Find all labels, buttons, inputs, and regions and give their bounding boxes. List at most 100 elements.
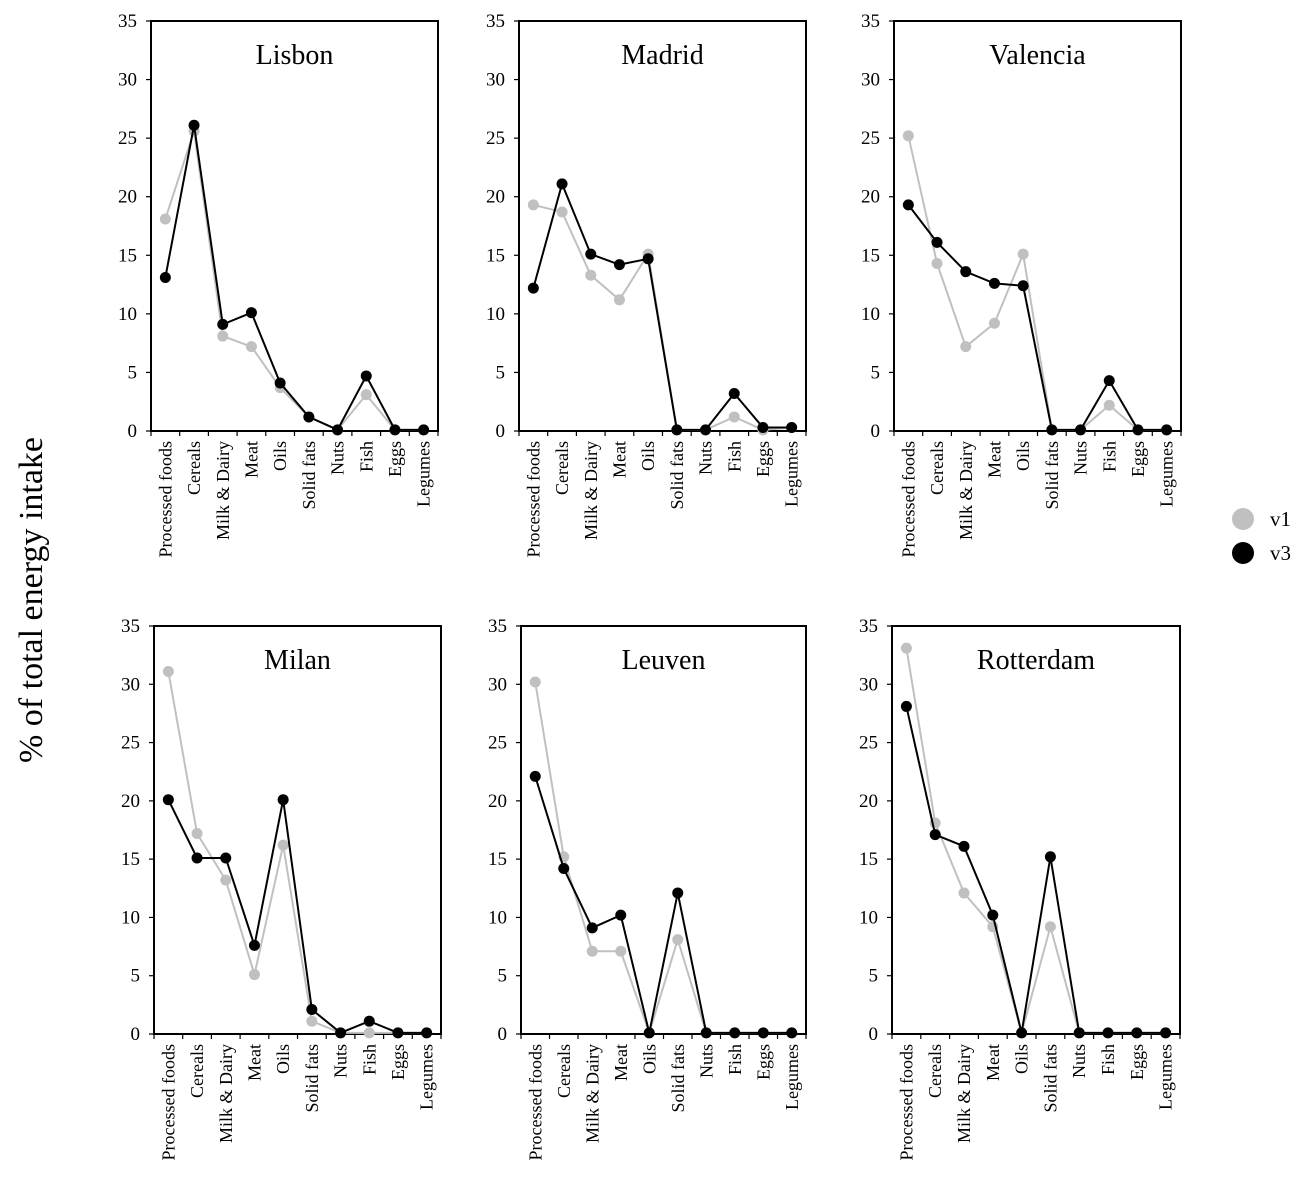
x-tick-label-solid-fats: Solid fats (1040, 1044, 1060, 1113)
point-v1-fish (1103, 399, 1115, 411)
point-v3-solid-fats (1046, 424, 1058, 436)
x-tick-label-nuts: Nuts (1071, 441, 1091, 475)
y-tick-label: 35 (488, 616, 507, 637)
point-v3-cereals (931, 236, 943, 248)
legend-label-v1: v1 (1270, 507, 1291, 531)
point-v3-oils (1016, 1027, 1028, 1039)
point-v1-cereals (191, 827, 203, 839)
series-line-v1 (534, 681, 792, 1037)
y-tick-label: 5 (871, 362, 881, 383)
y-tick-label: 10 (121, 907, 140, 928)
panels-group: 0 5 10 15 20 25 30 35 Processed foods Cereals Milk… (118, 11, 1182, 1160)
x-tick-label-meat: Meat (609, 441, 629, 478)
x-tick-label-processed-foods: Processed foods (523, 441, 543, 557)
y-axis-label: % of total energy intake (13, 437, 50, 763)
point-v3-fish (360, 370, 372, 382)
point-v3-legumes (418, 424, 430, 436)
x-tick-label-cereals: Cereals (187, 1044, 207, 1098)
point-v3-eggs (757, 421, 769, 433)
series-line-v1 (164, 130, 424, 432)
point-v1-meat (613, 294, 625, 306)
plot-frame (518, 20, 807, 432)
x-tick-label-solid-fats: Solid fats (668, 1044, 688, 1113)
x-tick-label-solid-fats: Solid fats (299, 441, 319, 510)
point-v3-cereals (188, 119, 200, 131)
x-tick-label-nuts: Nuts (696, 441, 716, 475)
x-tick-label-meat: Meat (983, 1044, 1003, 1081)
point-v3-processed-foods (159, 272, 171, 284)
panel-rotterdam: 0 5 10 15 20 25 30 35 Processed foods Cereals Milk… (859, 616, 1181, 1160)
plot-frame (520, 625, 807, 1035)
point-v3-processed-foods (900, 700, 912, 712)
point-v3-fish (1103, 375, 1115, 387)
point-v1-processed-foods (529, 676, 541, 688)
series-v1 (527, 199, 798, 436)
x-tick-label-cereals: Cereals (554, 1044, 574, 1098)
point-v3-fish (363, 1015, 375, 1027)
x-tick-label-oils: Oils (1012, 1044, 1032, 1074)
x-tick-label-processed-foods: Processed foods (525, 1044, 545, 1160)
panel-valencia: 0 5 10 15 20 25 30 35 Processed foods Cereals Milk… (861, 11, 1182, 557)
y-tick-label: 5 (128, 362, 138, 383)
x-tick-label-oils: Oils (273, 1044, 293, 1074)
point-v1-meat (988, 317, 1000, 329)
series-line-v1 (167, 671, 427, 1034)
y-tick-label: 35 (859, 616, 878, 637)
point-v1-fish (360, 389, 372, 401)
y-tick-label: 0 (496, 421, 506, 442)
x-tick-label-milk-and-dairy: Milk & Dairy (216, 1044, 236, 1143)
x-tick-label-oils: Oils (638, 441, 658, 471)
point-v3-legumes (786, 1027, 798, 1039)
x-tick-label-nuts: Nuts (328, 441, 348, 475)
plot-frame (893, 20, 1182, 432)
point-v1-milk-and-dairy (220, 874, 232, 886)
x-tick-label-processed-foods: Processed foods (898, 441, 918, 557)
y-tick-label: 5 (498, 966, 508, 987)
x-tick-label-eggs: Eggs (388, 1044, 408, 1080)
panel-lisbon: 0 5 10 15 20 25 30 35 Processed foods Cereals Milk… (118, 11, 439, 557)
y-tick-label: 30 (118, 70, 137, 91)
y-tick-label: 30 (859, 674, 878, 695)
y-tick-label: 10 (486, 304, 505, 325)
panel-milan: 0 5 10 15 20 25 30 35 Processed foods Cereals Milk… (121, 616, 442, 1160)
y-tick-label: 15 (486, 245, 505, 266)
point-v3-processed-foods (902, 199, 914, 211)
panel-title: Milan (264, 645, 331, 676)
y-tick-label: 30 (488, 674, 507, 695)
point-v3-nuts (332, 424, 344, 436)
y-tick-label: 15 (118, 245, 137, 266)
y-tick-label: 25 (861, 128, 880, 149)
point-v3-solid-fats (303, 411, 315, 423)
series-v1 (162, 665, 433, 1039)
x-tick-label-meat: Meat (241, 441, 261, 478)
panel-title: Rotterdam (977, 645, 1095, 676)
x-tick-label-cereals: Cereals (927, 441, 947, 495)
series-v3 (902, 199, 1173, 436)
x-tick-label-fish: Fish (1099, 441, 1119, 472)
point-v3-cereals (558, 862, 570, 874)
series-line-v3 (907, 204, 1167, 431)
x-tick-label-cereals: Cereals (925, 1044, 945, 1098)
point-v1-milk-and-dairy (217, 330, 229, 342)
point-v3-nuts (700, 1027, 712, 1039)
y-tick-label: 0 (869, 1024, 879, 1045)
x-tick-label-legumes: Legumes (414, 441, 434, 507)
series-line-v3 (532, 180, 792, 431)
y-tick-label: 10 (861, 304, 880, 325)
y-tick-label: 25 (488, 733, 507, 754)
x-tick-label-cereals: Cereals (184, 441, 204, 495)
point-v3-meat (987, 909, 999, 921)
point-v3-solid-fats (672, 887, 684, 899)
point-v1-meat (248, 969, 260, 981)
x-tick-label-solid-fats: Solid fats (302, 1044, 322, 1113)
y-tick-label: 30 (121, 674, 140, 695)
point-v1-processed-foods (159, 213, 171, 225)
point-v3-oils (277, 794, 289, 806)
x-tick-label-oils: Oils (639, 1044, 659, 1074)
x-tick-label-milk-and-dairy: Milk & Dairy (956, 441, 976, 540)
point-v3-eggs (392, 1027, 404, 1039)
y-tick-label: 0 (871, 421, 881, 442)
point-v3-processed-foods (162, 794, 174, 806)
series-v3 (529, 770, 798, 1039)
series-line-v3 (164, 125, 424, 432)
